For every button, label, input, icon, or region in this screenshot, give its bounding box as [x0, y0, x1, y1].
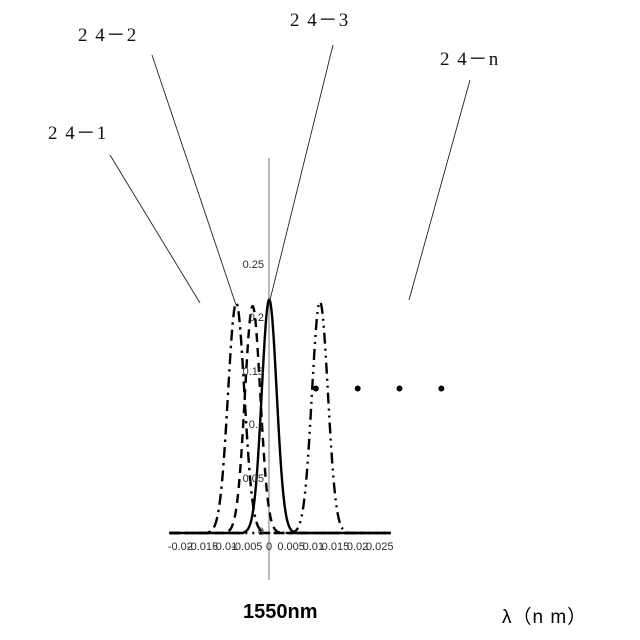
- center-wavelength-caption: 1550nm: [243, 601, 318, 623]
- x-tick-label-2: -0.01: [212, 541, 238, 553]
- x-tick-label-7: 0.015: [321, 541, 350, 553]
- curve-242: [169, 305, 391, 535]
- callout-label-24-3: 2 4－3: [290, 10, 350, 31]
- x-tick-label-3: -0.005: [231, 541, 263, 553]
- y-tick-label-3: 0.15: [242, 365, 264, 378]
- y-tick-label-5: 0.25: [242, 258, 264, 271]
- callout-label-24-n: 2 4－n: [440, 49, 500, 70]
- callout-label-24-1: 2 4－1: [48, 123, 108, 144]
- y-tick-label-1: 0.05: [242, 472, 264, 485]
- curve-24n: [169, 300, 391, 535]
- callout-leader-lines: [109, 44, 471, 306]
- x-tick-label-9: 0.025: [365, 541, 394, 553]
- leader-line-4: [408, 79, 471, 301]
- y-tick-label-2: 0.1: [248, 419, 264, 431]
- x-tick-label-5: 0.005: [277, 541, 305, 553]
- leader-line-3: [269, 44, 334, 301]
- callout-label-24-2: 2 4－2: [78, 25, 138, 46]
- leader-line-2: [151, 54, 237, 306]
- x-tick-label-1: -0.015: [186, 541, 219, 553]
- curve-241: [169, 301, 391, 535]
- x-tick-label-0: -0.02: [167, 541, 193, 553]
- x-axis-title: λ（n m）: [502, 607, 588, 628]
- y-tick-label-0: 0: [257, 526, 264, 538]
- leader-line-1: [109, 154, 201, 304]
- x-tick-label-8: 0.02: [346, 541, 369, 553]
- spectrum-curves: [169, 298, 391, 535]
- y-tick-label-4: 0.2: [248, 312, 264, 324]
- x-tick-label-6: 0.01: [302, 541, 324, 553]
- series-continuation-ellipsis: • • • •: [312, 376, 460, 401]
- x-tick-label-4: 0: [265, 541, 273, 553]
- curve-243: [169, 298, 391, 535]
